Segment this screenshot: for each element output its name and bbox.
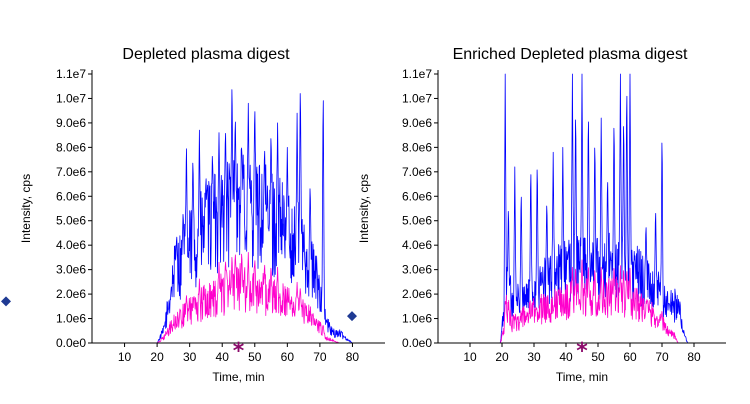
y-tick-label: 1.0e6 xyxy=(402,312,432,326)
y-tick-label: 0.0e0 xyxy=(56,336,86,350)
y-tick-label: 3.0e6 xyxy=(56,263,86,277)
y-axis-label: Intensity, cps xyxy=(19,174,33,243)
plot-area xyxy=(92,89,385,343)
x-tick-label: 40 xyxy=(559,350,573,364)
x-tick-label: 80 xyxy=(687,350,701,364)
y-tick-label: 6.0e6 xyxy=(56,189,86,203)
y-tick-label: 9.0e6 xyxy=(402,116,432,130)
y-tick-label: 8.0e6 xyxy=(56,140,86,154)
y-tick-label: 4.0e6 xyxy=(56,238,86,252)
x-tick-label: 80 xyxy=(346,350,360,364)
y-tick-label: 0.0e0 xyxy=(402,336,432,350)
y-tick-label: 4.0e6 xyxy=(402,238,432,252)
y-tick-label: 3.0e6 xyxy=(402,263,432,277)
x-tick-label: 70 xyxy=(313,350,327,364)
x-tick-label: 30 xyxy=(183,350,197,364)
y-axis-label: Intensity, cps xyxy=(357,174,371,243)
y-tick-label: 9.0e6 xyxy=(56,116,86,130)
series-line-secondary xyxy=(92,251,385,343)
asterisk-marker: * xyxy=(576,339,588,364)
x-tick-label: 50 xyxy=(248,350,262,364)
y-tick-label: 5.0e6 xyxy=(402,214,432,228)
chart-title: Depleted plasma digest xyxy=(122,46,290,63)
x-tick-label: 40 xyxy=(216,350,230,364)
y-tick-label: 1.0e7 xyxy=(56,91,86,105)
x-tick-label: 60 xyxy=(281,350,295,364)
chart-panel-enriched: Enriched Depleted plasma digest Intensit… xyxy=(347,46,726,384)
x-axis-label: Time, min xyxy=(556,370,608,384)
x-tick-label: 50 xyxy=(591,350,605,364)
y-tick-label: 1.1e7 xyxy=(56,67,86,81)
x-tick-label: 60 xyxy=(623,350,637,364)
series-line-total xyxy=(438,73,726,343)
x-tick-label: 10 xyxy=(118,350,132,364)
chart-panel-depleted: Depleted plasma digest Intensity, cps Ti… xyxy=(1,46,385,384)
x-tick-label: 20 xyxy=(150,350,164,364)
y-tick-label: 1.1e7 xyxy=(402,67,432,81)
y-tick-label: 5.0e6 xyxy=(56,214,86,228)
y-tick-label: 2.0e6 xyxy=(56,287,86,301)
y-tick-label: 7.0e6 xyxy=(402,165,432,179)
x-tick-label: 10 xyxy=(463,350,477,364)
series-line-secondary xyxy=(438,259,726,343)
y-marker-diamond xyxy=(1,296,11,307)
x-tick-label: 70 xyxy=(655,350,669,364)
series-line-total xyxy=(92,89,385,343)
y-tick-label: 8.0e6 xyxy=(402,140,432,154)
x-tick-label: 20 xyxy=(495,350,509,364)
plot-area xyxy=(438,73,726,343)
x-tick-label: 30 xyxy=(527,350,541,364)
y-marker-diamond xyxy=(347,311,357,322)
y-tick-label: 1.0e6 xyxy=(56,312,86,326)
asterisk-marker: * xyxy=(233,339,245,364)
x-axis-label: Time, min xyxy=(212,370,264,384)
y-tick-label: 1.0e7 xyxy=(402,91,432,105)
chart-title: Enriched Depleted plasma digest xyxy=(453,46,688,63)
y-tick-label: 6.0e6 xyxy=(402,189,432,203)
y-tick-label: 7.0e6 xyxy=(56,165,86,179)
y-tick-label: 2.0e6 xyxy=(402,287,432,301)
